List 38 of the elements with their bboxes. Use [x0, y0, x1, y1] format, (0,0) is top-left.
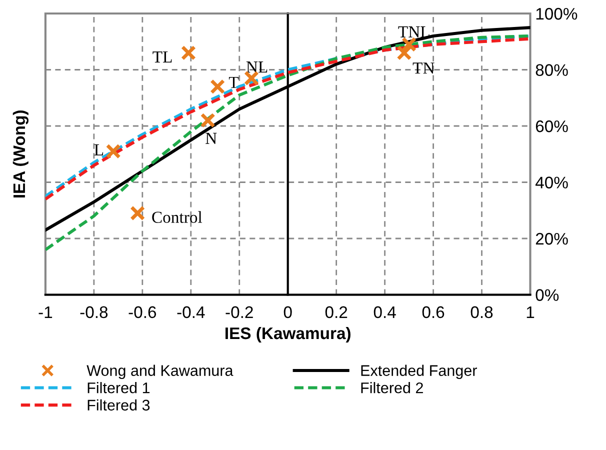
legend-label: Extended Fanger	[361, 364, 477, 379]
x-axis-title: IES (Kawamura)	[226, 326, 350, 342]
x-tick-label: -0.4	[177, 306, 205, 318]
point	[180, 45, 196, 60]
legend-label: Filtered 3	[88, 399, 150, 411]
x-tick-label: 1	[526, 306, 534, 318]
y-axis-title: IEA (Wong)	[12, 110, 28, 198]
x-tick-label: -0.6	[128, 306, 156, 318]
x-tick-label: 0	[284, 306, 292, 318]
annotation: NL	[246, 62, 268, 72]
legend-label: Wong and Kawamura	[86, 364, 234, 379]
y-tick-label: 40%	[535, 176, 568, 188]
point	[210, 79, 226, 94]
point	[200, 112, 216, 128]
y-tick-label: 80%	[536, 64, 568, 76]
annotation: Control	[152, 211, 202, 223]
x-tick-label: 0.2	[325, 306, 348, 318]
point	[396, 45, 412, 60]
annotation: TN	[412, 62, 434, 74]
y-tick-label: 100%	[536, 8, 578, 20]
annotation: N	[206, 132, 217, 144]
point	[402, 36, 417, 52]
x-tick-label: 0.4	[374, 306, 396, 318]
annotation: L	[94, 144, 104, 156]
x-tick-label: 0.6	[422, 306, 444, 318]
point	[106, 144, 121, 159]
x-tick-label: -1	[38, 306, 52, 318]
y-tick-label: 20%	[536, 232, 568, 245]
legend-label: Filtered 2	[361, 382, 423, 394]
x-tick-label: -0.8	[80, 306, 108, 318]
y-tick-label: 60%	[536, 120, 568, 132]
annotation: T	[228, 76, 239, 88]
legend-label: Filtered 1	[88, 382, 150, 394]
y-tick-label: 0%	[536, 289, 559, 301]
point	[130, 206, 146, 221]
x-tick-label: -0.2	[226, 306, 253, 318]
annotation: TL	[152, 52, 172, 62]
x-tick-label: 0.8	[470, 306, 493, 318]
